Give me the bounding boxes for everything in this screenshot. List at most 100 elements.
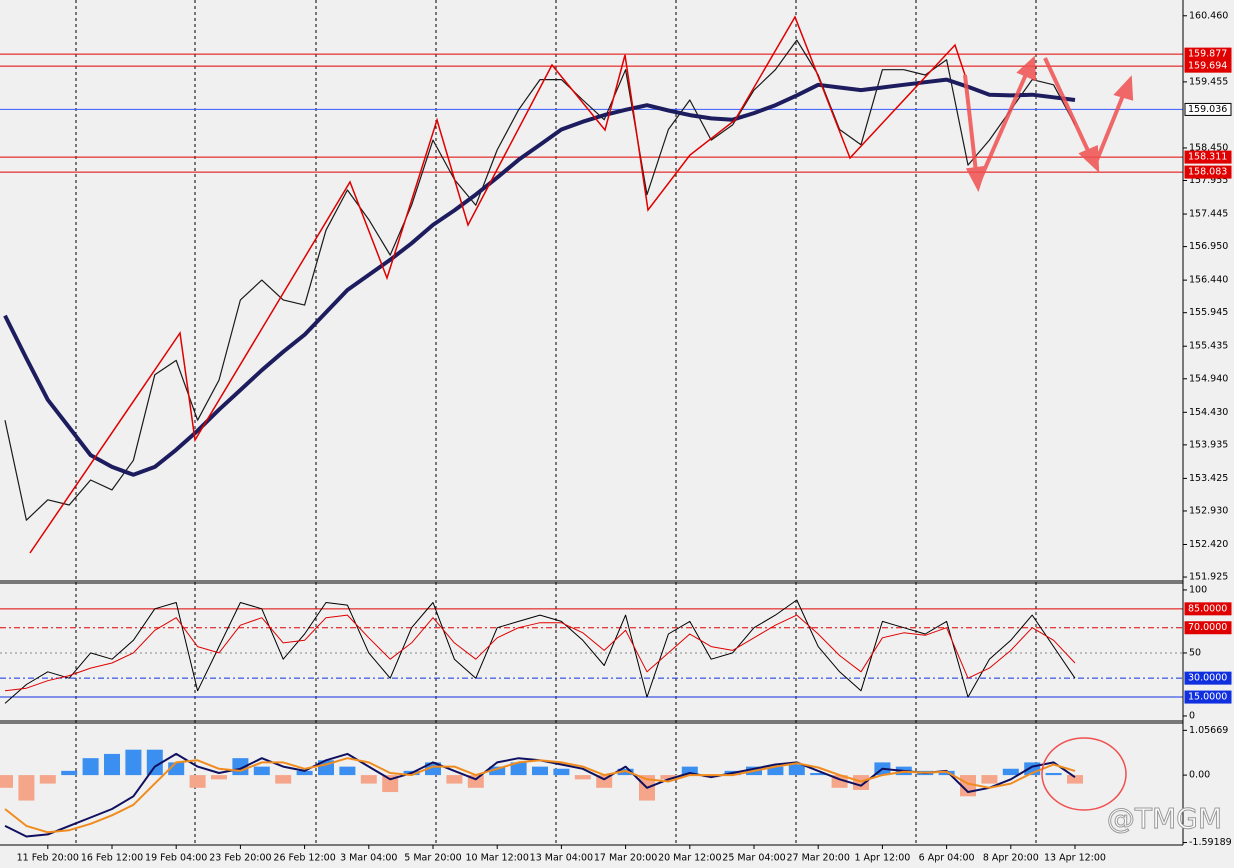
histogram-bar <box>189 775 206 788</box>
y-tick-label: 154.430 <box>1189 407 1228 418</box>
series-line <box>4 599 1076 704</box>
labels: 160.460 159.455 158.450 157.955 157.445 156.9… <box>17 10 1232 863</box>
histogram-bar <box>553 768 570 776</box>
y-tick-label: 155.435 <box>1189 341 1228 352</box>
series-line <box>4 39 1076 521</box>
histogram-bar <box>18 775 35 801</box>
y-tick-label: 156.950 <box>1189 241 1228 252</box>
y-tick-label: 0.00 <box>1189 770 1210 781</box>
histogram-bar <box>788 764 805 776</box>
y-tick-label: 158.450 <box>1189 142 1228 153</box>
histogram-bar <box>275 775 292 784</box>
y-tick-label: 155.945 <box>1189 307 1228 318</box>
level-label-box <box>1184 102 1232 116</box>
histogram-bar <box>0 775 13 788</box>
x-tick-label: 13 Apr 12:00 <box>1044 853 1106 864</box>
y-tick-label: 153.425 <box>1189 473 1228 484</box>
x-tick-label: 17 Mar 20:00 <box>594 853 657 864</box>
x-tick-label: 10 Mar 12:00 <box>465 853 528 864</box>
histogram-bar <box>339 766 356 776</box>
y-tick-label: 0 <box>1189 710 1195 721</box>
level-label-box <box>1184 602 1232 616</box>
x-tick-label: 5 Mar 20:00 <box>404 853 461 864</box>
forecast-arrows <box>963 55 1134 193</box>
x-tick-label: 16 Feb 12:00 <box>81 853 143 864</box>
histogram-bar <box>660 775 677 780</box>
histogram-bar <box>382 775 399 793</box>
panel-borders <box>0 0 1184 846</box>
day-separators <box>75 0 1037 845</box>
series-line <box>3 77 1076 477</box>
histogram-bar <box>360 775 377 784</box>
highlight-circle <box>1041 737 1127 811</box>
histogram-bar <box>296 770 313 776</box>
histogram-bar <box>853 775 869 790</box>
y-tick-label: 157.445 <box>1189 209 1228 220</box>
histogram-bar <box>253 766 270 776</box>
watermark: @TMGM <box>1107 802 1222 835</box>
histogram-bar <box>681 766 698 776</box>
level-label-box <box>1184 621 1232 635</box>
x-tick-label: 19 Feb 04:00 <box>145 853 207 864</box>
y-tick-label: 153.935 <box>1189 439 1228 450</box>
level-label-box <box>1184 150 1232 164</box>
histogram-bar <box>125 749 142 776</box>
level-label: 158.083 <box>1188 167 1227 178</box>
level-label: 30.0000 <box>1188 673 1227 684</box>
level-label: 70.0000 <box>1188 622 1227 633</box>
level-label: 85.0000 <box>1188 603 1227 614</box>
y-tick-label: 1.05669 <box>1189 725 1228 736</box>
y-tick-label: 152.420 <box>1189 539 1228 550</box>
level-label-box <box>1184 59 1232 73</box>
level-label: 158.311 <box>1188 152 1227 163</box>
y-tick-label: 152.930 <box>1189 505 1228 516</box>
histogram-bar <box>211 775 227 780</box>
histogram-bar <box>767 766 784 776</box>
x-tick-label: 13 Mar 04:00 <box>530 853 593 864</box>
series-line <box>4 614 1076 692</box>
series-line <box>4 757 1076 834</box>
x-tick-label: 20 Mar 12:00 <box>658 853 721 864</box>
level-label-box <box>1184 165 1232 179</box>
x-tick-label: 6 Apr 04:00 <box>919 853 975 864</box>
y-tick-label: 50 <box>1189 647 1201 658</box>
histogram-bar <box>510 762 527 776</box>
y-tick-label: 160.460 <box>1189 10 1228 21</box>
histogram-bar <box>574 775 591 780</box>
level-label: 159.036 <box>1188 104 1227 115</box>
histogram-bar <box>703 775 720 778</box>
x-tick-label: 1 Apr 12:00 <box>854 853 910 864</box>
y-tick-label: 156.440 <box>1189 275 1228 286</box>
histogram-bar <box>1002 768 1019 776</box>
marks <box>0 39 1183 838</box>
level-label-box <box>1184 671 1232 685</box>
y-tick-label: 151.925 <box>1189 572 1228 583</box>
level-label: 159.877 <box>1188 49 1227 60</box>
histogram-bar <box>1067 775 1083 784</box>
x-tick-label: 11 Feb 20:00 <box>17 853 79 864</box>
y-tick-label: 157.955 <box>1189 175 1228 186</box>
histogram-bar <box>61 770 78 776</box>
histogram-bar <box>82 758 99 776</box>
x-tick-label: 23 Feb 20:00 <box>209 853 271 864</box>
histogram-bar <box>104 753 120 776</box>
y-tick-label: 159.455 <box>1189 76 1228 87</box>
x-tick-label: 26 Feb 12:00 <box>273 853 335 864</box>
level-label: 159.694 <box>1188 61 1227 72</box>
x-tick-label: 3 Mar 04:00 <box>340 853 397 864</box>
histogram-bar <box>39 775 56 784</box>
histogram-bar <box>532 766 548 776</box>
histogram-bar <box>810 772 827 776</box>
histogram-bar <box>938 770 955 776</box>
histogram-bar <box>446 775 463 784</box>
x-tick-label: 8 Apr 20:00 <box>983 853 1039 864</box>
level-label: 15.0000 <box>1188 692 1227 703</box>
y-tick-label: -1.59189 <box>1189 837 1232 848</box>
histogram-bar <box>981 775 998 784</box>
histogram-bar <box>489 766 506 776</box>
zigzag <box>29 15 966 554</box>
histogram-bar <box>146 749 163 776</box>
y-tick-label: 100 <box>1189 584 1207 595</box>
